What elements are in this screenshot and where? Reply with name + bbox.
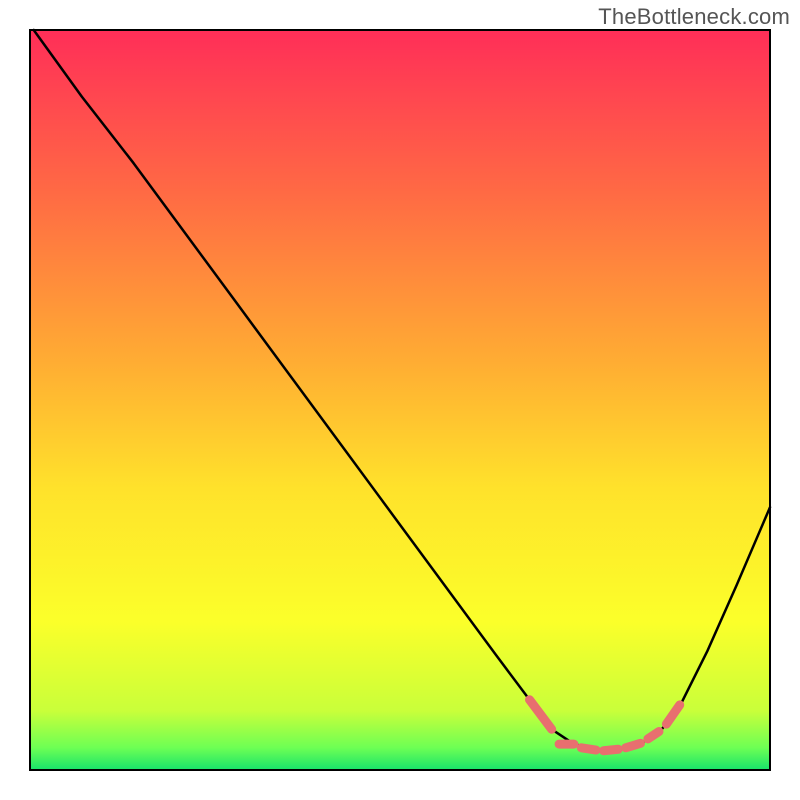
plot-background: [30, 30, 770, 770]
highlight-dash: [581, 748, 596, 750]
highlight-dash: [648, 732, 659, 739]
highlight-dash: [604, 749, 619, 750]
highlight-dash: [626, 743, 641, 747]
chart-svg: [0, 0, 800, 800]
watermark-text: TheBottleneck.com: [598, 4, 790, 30]
chart-canvas: TheBottleneck.com: [0, 0, 800, 800]
